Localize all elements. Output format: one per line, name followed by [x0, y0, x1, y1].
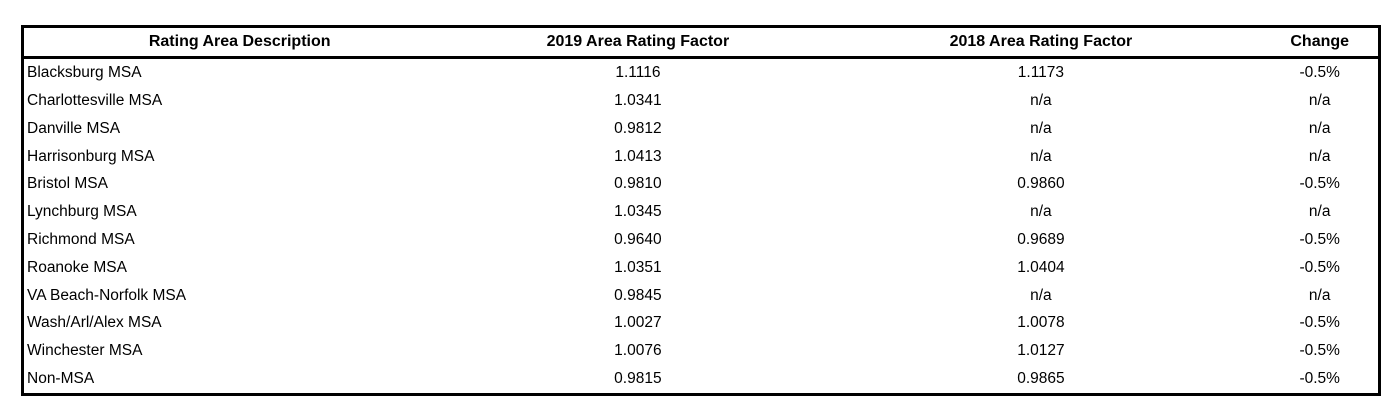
cell-2018-factor: 0.9860 — [1017, 175, 1065, 193]
cell-2019-factor: 0.9640 — [614, 230, 662, 248]
cell-2018-factor: 1.0127 — [1017, 342, 1065, 360]
table-row-roanoke: Roanoke MSA 1.0351 1.0404 -0.5% — [23, 254, 1380, 282]
cell-2018-factor: n/a — [1030, 91, 1052, 109]
cell-change: n/a — [1308, 203, 1331, 221]
cell-2019-factor: 0.9845 — [614, 286, 662, 304]
cell-2018-factor: n/a — [1030, 147, 1052, 165]
column-header-change: Change — [1261, 26, 1380, 59]
cell-2019-factor: 1.0076 — [614, 342, 662, 360]
cell-rating-area: Non-MSA — [27, 369, 95, 387]
table-row-non-msa: Non-MSA 0.9815 0.9865 -0.5% — [23, 365, 1380, 394]
cell-rating-area: Danville MSA — [27, 119, 121, 137]
cell-rating-area: Lynchburg MSA — [27, 203, 137, 221]
table-row-winchester: Winchester MSA 1.0076 1.0127 -0.5% — [23, 337, 1380, 365]
cell-2018-factor: n/a — [1030, 119, 1052, 137]
cell-rating-area: Harrisonburg MSA — [27, 147, 155, 165]
cell-2018-factor: 1.0078 — [1017, 314, 1065, 332]
table-row-danville: Danville MSA 0.9812 n/a n/a — [23, 115, 1380, 143]
table-row-bristol: Bristol MSA 0.9810 0.9860 -0.5% — [23, 170, 1380, 198]
cell-change: n/a — [1308, 91, 1331, 109]
table-row-wash-arl-alex: Wash/Arl/Alex MSA 1.0027 1.0078 -0.5% — [23, 309, 1380, 337]
table-row-charlottesville: Charlottesville MSA 1.0341 n/a n/a — [23, 87, 1380, 115]
cell-2018-factor: 0.9689 — [1017, 230, 1065, 248]
area-rating-factor-table: Rating Area Description 2019 Area Rating… — [21, 25, 1381, 396]
table-row-blacksburg: Blacksburg MSA 1.1116 1.1173 -0.5% — [23, 58, 1380, 87]
cell-2018-factor: n/a — [1030, 203, 1052, 221]
cell-rating-area: Winchester MSA — [27, 342, 143, 360]
cell-rating-area: Wash/Arl/Alex MSA — [27, 314, 162, 332]
cell-change: n/a — [1308, 147, 1331, 165]
cell-change: -0.5% — [1299, 369, 1340, 387]
cell-change: n/a — [1308, 286, 1331, 304]
column-header-rating-area-description: Rating Area Description — [22, 26, 456, 59]
cell-2019-factor: 1.0413 — [614, 147, 662, 165]
cell-rating-area: Roanoke MSA — [27, 258, 127, 276]
cell-change: -0.5% — [1299, 230, 1340, 248]
cell-2018-factor: n/a — [1030, 286, 1052, 304]
cell-2019-factor: 1.1116 — [615, 64, 661, 82]
cell-rating-area: Richmond MSA — [27, 230, 135, 248]
cell-change: -0.5% — [1299, 258, 1340, 276]
cell-2019-factor: 0.9810 — [614, 175, 662, 193]
cell-2019-factor: 0.9815 — [614, 369, 662, 387]
column-header-2019-area-rating-factor: 2019 Area Rating Factor — [455, 26, 821, 59]
column-header-2018-area-rating-factor: 2018 Area Rating Factor — [820, 26, 1262, 59]
cell-change: -0.5% — [1299, 64, 1340, 82]
header-row: Rating Area Description 2019 Area Rating… — [22, 26, 1380, 59]
table-row-richmond: Richmond MSA 0.9640 0.9689 -0.5% — [23, 226, 1380, 254]
cell-change: -0.5% — [1299, 314, 1340, 332]
cell-2018-factor: 1.0404 — [1017, 258, 1065, 276]
cell-2019-factor: 1.0027 — [614, 314, 662, 332]
cell-2018-factor: 0.9865 — [1017, 369, 1065, 387]
cell-2019-factor: 0.9812 — [614, 119, 662, 137]
cell-rating-area: VA Beach-Norfolk MSA — [27, 286, 187, 304]
cell-2019-factor: 1.0345 — [614, 203, 662, 221]
table-row-harrisonburg: Harrisonburg MSA 1.0413 n/a n/a — [23, 142, 1380, 170]
cell-2019-factor: 1.0351 — [614, 258, 662, 276]
cell-change: n/a — [1308, 119, 1331, 137]
cell-rating-area: Bristol MSA — [27, 175, 108, 193]
table-row-lynchburg: Lynchburg MSA 1.0345 n/a n/a — [23, 198, 1380, 226]
cell-2018-factor: 1.1173 — [1017, 64, 1065, 82]
table-row-va-beach-norfolk: VA Beach-Norfolk MSA 0.9845 n/a n/a — [23, 281, 1380, 309]
cell-2019-factor: 1.0341 — [614, 91, 662, 109]
cell-rating-area: Charlottesville MSA — [27, 91, 163, 109]
cell-change: -0.5% — [1299, 342, 1340, 360]
cell-rating-area: Blacksburg MSA — [27, 64, 142, 82]
cell-change: -0.5% — [1299, 175, 1340, 193]
